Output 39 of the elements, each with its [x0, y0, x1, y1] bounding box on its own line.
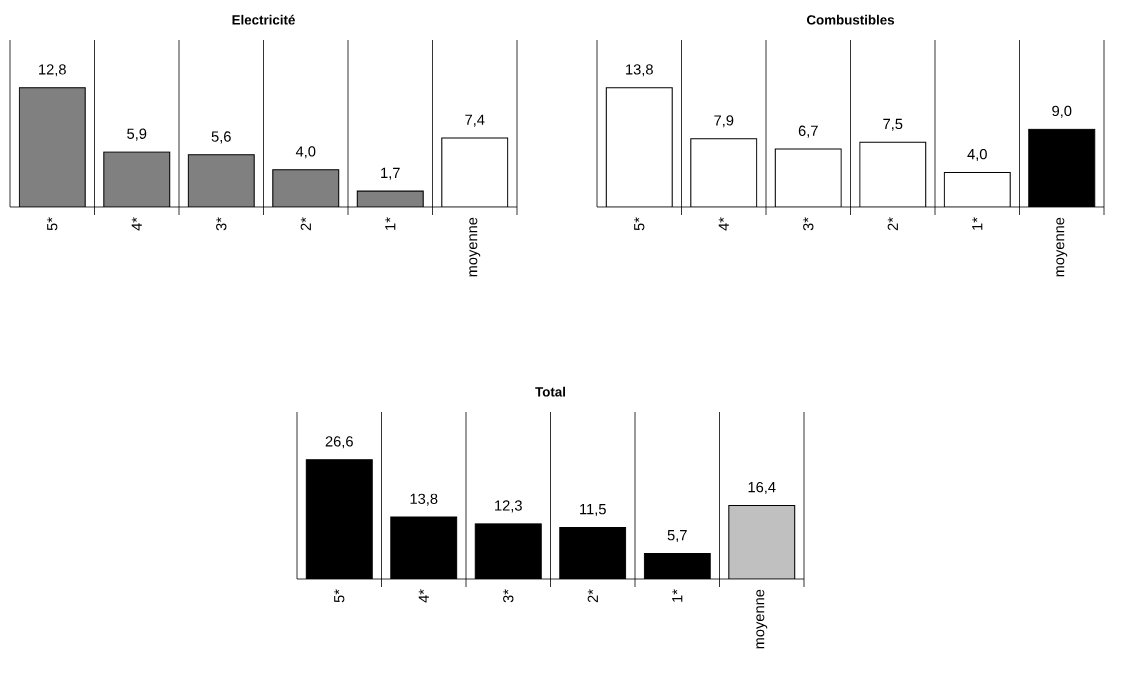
- x-tick-label: 2*: [300, 217, 311, 231]
- data-label: 16,4: [748, 481, 776, 495]
- x-tick-label: 3*: [503, 589, 514, 603]
- data-label: 5,6: [211, 131, 231, 144]
- data-label: 5,9: [127, 128, 147, 141]
- x-tick-label: 2*: [587, 589, 598, 603]
- data-label: 1,7: [381, 167, 400, 180]
- data-label: 9,0: [1052, 105, 1072, 118]
- data-label: 4,0: [295, 146, 316, 159]
- data-label: 12,3: [495, 500, 522, 513]
- x-tick-label: 2*: [887, 217, 898, 231]
- x-tick-label: 5*: [47, 217, 58, 231]
- x-tick-label: moyenne: [756, 589, 768, 649]
- chart-title: Electricité: [232, 14, 295, 25]
- chart-title: Combustibles: [806, 14, 895, 25]
- data-label: 7,9: [714, 115, 734, 128]
- x-tick-label: 3*: [216, 217, 227, 231]
- x-tick-label: 5*: [334, 589, 345, 603]
- data-label: 7,5: [883, 118, 903, 131]
- data-label: 4,0: [967, 148, 987, 162]
- data-label: 7,4: [465, 114, 485, 127]
- x-tick-label: 4*: [718, 217, 729, 231]
- data-label: 6,7: [798, 125, 818, 138]
- data-label: 26,6: [325, 436, 353, 449]
- x-tick-label: 1*: [672, 589, 683, 602]
- x-tick-label: 3*: [803, 217, 814, 231]
- data-label: 13,8: [410, 493, 438, 506]
- x-tick-label: moyenne: [469, 217, 481, 277]
- data-label: 12,8: [39, 64, 66, 77]
- x-tick-label: 1*: [385, 217, 396, 230]
- data-label: 13,8: [626, 64, 653, 77]
- x-tick-label: 4*: [131, 217, 142, 231]
- chart-title: Total: [535, 386, 565, 397]
- x-tick-label: 1*: [972, 217, 983, 230]
- x-tick-label: 5*: [634, 217, 645, 231]
- data-label: 5,7: [667, 530, 687, 543]
- data-label: 11,5: [580, 504, 606, 517]
- x-tick-label: moyenne: [1056, 217, 1068, 277]
- x-tick-label: 4*: [418, 589, 429, 603]
